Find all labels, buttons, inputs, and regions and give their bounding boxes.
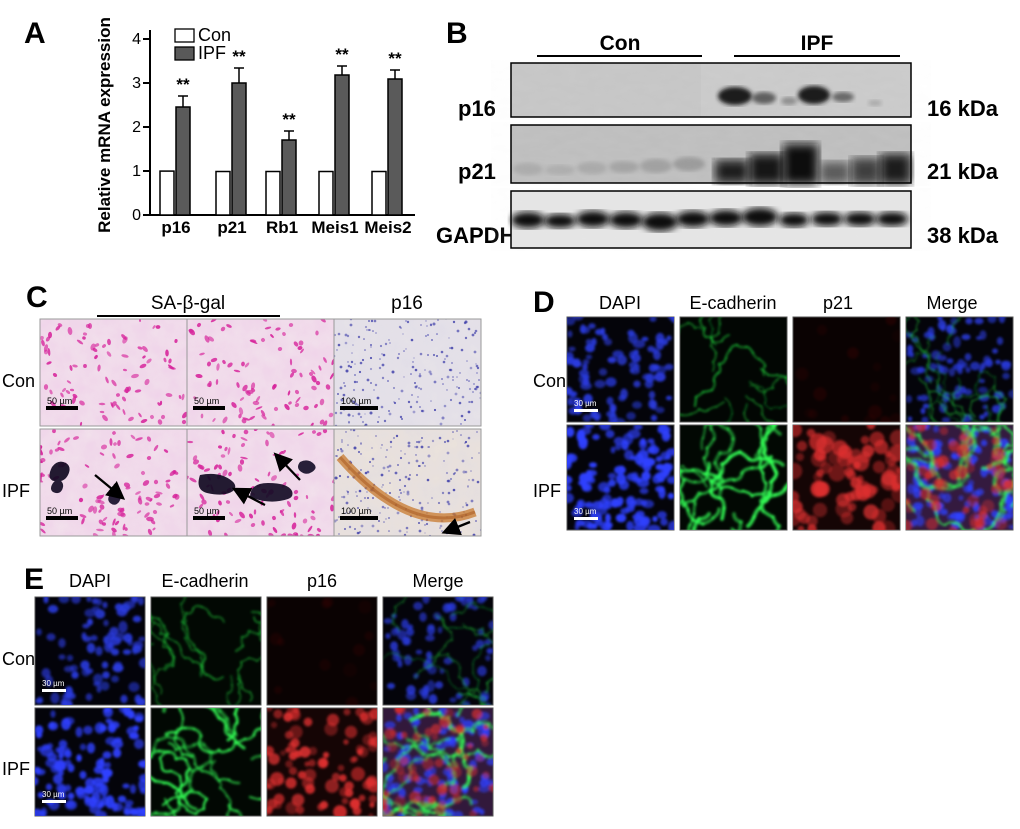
svg-text:**: ** (176, 75, 190, 94)
svg-text:38 kDa: 38 kDa (927, 223, 999, 248)
svg-text:Merge: Merge (412, 571, 463, 591)
svg-text:Meis2: Meis2 (364, 218, 411, 237)
svg-text:Merge: Merge (926, 293, 977, 313)
svg-text:p21: p21 (823, 293, 853, 313)
svg-text:p16: p16 (161, 218, 190, 237)
svg-text:21 kDa: 21 kDa (927, 159, 999, 184)
svg-text:p16: p16 (307, 571, 337, 591)
svg-text:p21: p21 (458, 159, 496, 184)
svg-text:DAPI: DAPI (599, 293, 641, 313)
svg-text:30 µm: 30 µm (574, 399, 597, 408)
svg-text:Con: Con (600, 32, 641, 55)
svg-text:DAPI: DAPI (69, 571, 111, 591)
svg-text:**: ** (232, 47, 246, 66)
svg-text:Con: Con (198, 25, 231, 45)
svg-text:2: 2 (132, 119, 141, 136)
svg-text:**: ** (335, 45, 349, 64)
svg-text:0: 0 (132, 207, 141, 224)
svg-text:p21: p21 (217, 218, 246, 237)
svg-text:**: ** (388, 49, 402, 68)
svg-text:IPF: IPF (533, 481, 561, 501)
svg-text:30 µm: 30 µm (574, 507, 597, 516)
svg-text:3: 3 (132, 75, 141, 92)
svg-text:Relative mRNA expression: Relative mRNA expression (95, 17, 114, 233)
svg-text:30 µm: 30 µm (42, 790, 65, 799)
svg-text:E-cadherin: E-cadherin (161, 571, 248, 591)
svg-text:E: E (24, 563, 44, 596)
svg-text:E-cadherin: E-cadherin (689, 293, 776, 313)
svg-text:16 kDa: 16 kDa (927, 96, 999, 121)
svg-text:Con: Con (533, 371, 566, 391)
svg-text:IPF: IPF (198, 43, 226, 63)
svg-text:D: D (533, 286, 555, 319)
svg-text:IPF: IPF (2, 759, 30, 779)
svg-text:Con: Con (2, 649, 35, 669)
svg-text:1: 1 (132, 163, 141, 180)
svg-text:p16: p16 (458, 96, 496, 121)
svg-text:30 µm: 30 µm (42, 679, 65, 688)
svg-text:IPF: IPF (801, 32, 834, 55)
svg-text:Meis1: Meis1 (311, 218, 358, 237)
svg-text:**: ** (282, 110, 296, 129)
svg-text:GAPDH: GAPDH (436, 223, 515, 248)
svg-text:Rb1: Rb1 (266, 218, 298, 237)
svg-text:4: 4 (132, 31, 141, 48)
